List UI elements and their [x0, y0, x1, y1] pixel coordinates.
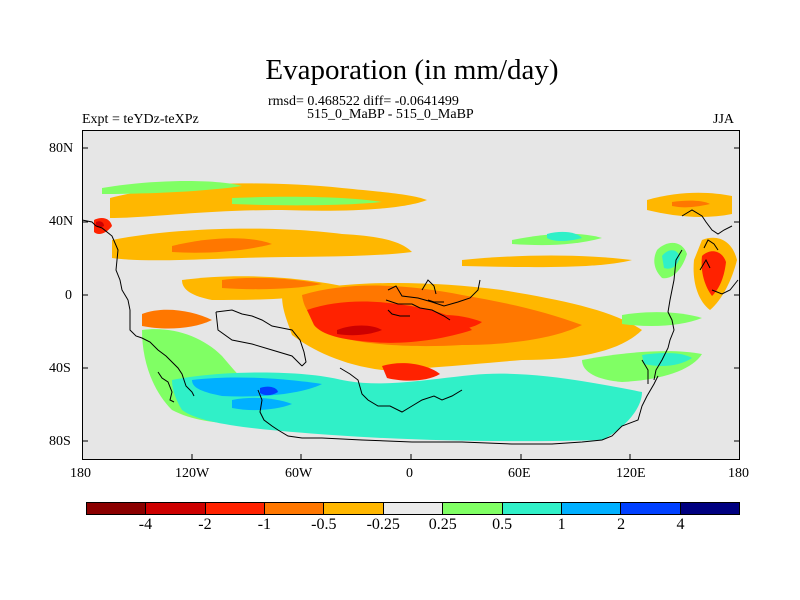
darkred-center — [337, 325, 382, 336]
lat-label-0: 0 — [65, 288, 72, 303]
americas-coast — [82, 219, 195, 403]
east-mid — [653, 249, 683, 381]
darkblue-spot — [260, 386, 278, 396]
colorbar-swatch-5 — [383, 503, 444, 514]
colorbar-swatch-8 — [561, 503, 622, 514]
central-landmass — [215, 309, 307, 367]
tick-marks — [82, 147, 740, 460]
east-coast — [681, 209, 739, 295]
darkred-west — [96, 221, 104, 228]
anomaly-field-layer — [94, 181, 737, 442]
stats-label: rmsd= 0.468522 diff= -0.0641499 — [268, 94, 459, 109]
lon-label-120W: 120W — [175, 466, 210, 481]
lon-label-120E: 120E — [616, 466, 646, 481]
lat-label-80S: 80S — [49, 434, 71, 449]
lon-label-180-left: 180 — [70, 466, 91, 481]
colorbar-label: 1 — [557, 516, 566, 533]
colorbar-label: -4 — [138, 516, 153, 533]
africa-east — [421, 279, 444, 303]
expt-label: Expt = teYDz-teXPz — [82, 112, 199, 127]
case-label: 515_0_MaBP - 515_0_MaBP — [307, 107, 474, 122]
colorbar-swatch-10 — [680, 503, 739, 514]
lat-label-40S: 40S — [49, 361, 71, 376]
colorbar-swatch-9 — [621, 503, 681, 514]
colorbar-label: 2 — [617, 516, 626, 533]
blue-2 — [232, 397, 292, 411]
colorbar-label: -0.5 — [311, 516, 337, 533]
south-central-1 — [339, 367, 463, 413]
red-band-4 — [222, 277, 322, 290]
lon-label-0: 0 — [406, 466, 413, 481]
coastline-layer — [82, 209, 739, 445]
colorbar-swatch-7 — [502, 503, 562, 514]
red-southcenter — [382, 363, 440, 381]
colorbar-label: 4 — [676, 516, 685, 533]
season-label: JJA — [713, 112, 735, 127]
green-east-mid — [622, 312, 702, 326]
red-center-2 — [412, 314, 482, 331]
red-east-north — [672, 200, 710, 208]
colorbar-swatch-3 — [265, 503, 325, 514]
cyan-blob-1 — [547, 231, 582, 241]
colorbar-label: 0.5 — [492, 516, 513, 533]
colorbar-swatch-1 — [146, 503, 206, 514]
lat-label-40N: 40N — [49, 214, 74, 229]
colorbar — [86, 502, 740, 515]
blue-southwest — [192, 377, 322, 397]
evaporation-map — [82, 130, 740, 460]
africa-block — [385, 299, 451, 321]
arctic-coast — [641, 359, 649, 384]
lat-label-80N: 80N — [49, 141, 74, 156]
orange-band-3 — [462, 255, 632, 268]
red-band-2 — [172, 238, 272, 253]
south-coast — [257, 375, 659, 445]
colorbar-swatch-4 — [324, 503, 384, 514]
colorbar-swatch-2 — [205, 503, 266, 514]
colorbar-swatch-0 — [87, 503, 147, 514]
colorbar-label: 0.25 — [428, 516, 457, 533]
lon-label-60W: 60W — [285, 466, 313, 481]
colorbar-label: -1 — [257, 516, 272, 533]
green-band-mid — [232, 196, 382, 206]
cyan-east-south — [642, 353, 692, 366]
orange-west-coast — [142, 309, 212, 329]
green-band-north — [102, 181, 242, 194]
colorbar-swatch-6 — [443, 503, 503, 514]
lon-label-60E: 60E — [508, 466, 531, 481]
colorbar-label: -2 — [198, 516, 212, 533]
colorbar-label: -0.25 — [366, 516, 400, 533]
africa-north — [387, 279, 481, 307]
map-title: Evaporation (in mm/day) — [265, 54, 559, 86]
lon-label-180-right: 180 — [728, 466, 749, 481]
